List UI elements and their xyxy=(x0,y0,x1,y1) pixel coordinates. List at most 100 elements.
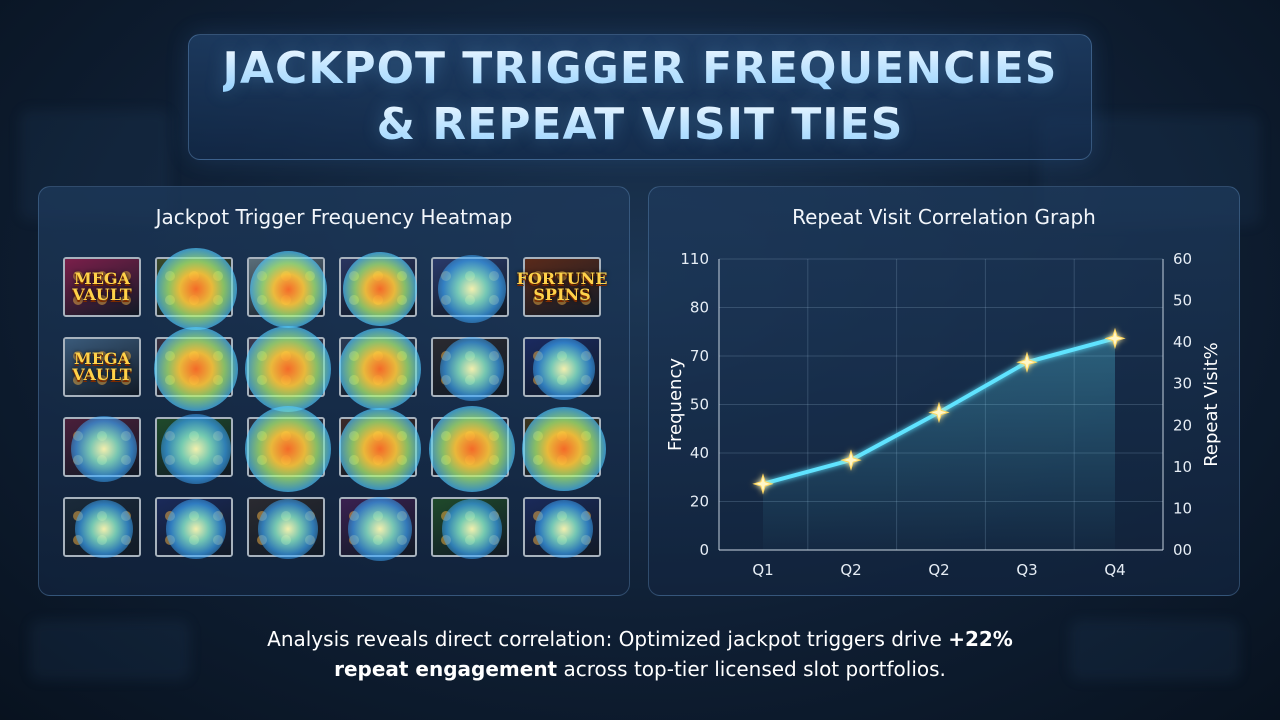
repeat-visit-line-chart: 0 20 40 50 70 80 110 00 10 10 20 30 40 50 60 Q1 Q2 Q2 Q3 Q4… xyxy=(665,250,1222,579)
reel-symbol-icon xyxy=(121,271,131,281)
slot-tile-art xyxy=(525,419,599,475)
reel-symbol-icon xyxy=(465,375,475,385)
reel-symbol-icon xyxy=(441,511,451,521)
slot-tile xyxy=(63,416,141,482)
slot-tile-art xyxy=(433,259,507,315)
reel-symbol-icon xyxy=(397,351,407,361)
reel-symbol-icon xyxy=(305,295,315,305)
y2-tick-label: 40 xyxy=(1173,333,1192,351)
reel-symbol-icon xyxy=(165,295,175,305)
reel-symbol-icon xyxy=(189,431,199,441)
reel-symbol-icon xyxy=(305,455,315,465)
reel-symbol-icon xyxy=(305,351,315,361)
reel-symbol-icon xyxy=(257,431,267,441)
slot-tile xyxy=(523,337,601,400)
y-tick-label: 80 xyxy=(690,299,709,317)
reel-symbol-icon xyxy=(165,375,175,385)
reel-symbol-icon xyxy=(533,351,543,361)
slot-tile-art xyxy=(341,419,415,475)
slot-tile-art xyxy=(157,339,231,395)
slot-tile-art xyxy=(249,419,323,475)
reel-symbol-icon xyxy=(121,351,131,361)
reel-symbol-icon xyxy=(121,455,131,465)
reel-symbol-icon xyxy=(97,271,107,281)
y-tick-label: 20 xyxy=(690,493,709,511)
reel-symbol-icon xyxy=(465,351,475,361)
slot-tile xyxy=(431,337,509,401)
reel-symbol-icon xyxy=(489,511,499,521)
slot-logo-text: MEGA VAULT xyxy=(72,349,132,384)
reel-symbol-icon xyxy=(397,455,407,465)
reel-symbol-icon xyxy=(213,535,223,545)
slot-tile xyxy=(523,497,601,558)
reel-symbol-icon xyxy=(581,351,591,361)
slot-tile-art xyxy=(525,259,599,315)
heatmap-grid: MEGA VAULT FORTUNE SPINS MEGA VAULT xyxy=(63,248,608,577)
reel-symbol-icon xyxy=(305,535,315,545)
reel-symbol-icon xyxy=(397,535,407,545)
reel-symbol-icon xyxy=(73,455,83,465)
slot-tile xyxy=(339,328,421,410)
reel-symbol-icon xyxy=(533,271,543,281)
reel-symbol-icon xyxy=(97,431,107,441)
reel-symbol-icon xyxy=(305,375,315,385)
heatmap-panel-title: Jackpot Trigger Frequency Heatmap xyxy=(155,205,513,229)
reel-symbol-icon xyxy=(257,535,267,545)
slot-tile-art xyxy=(341,499,415,555)
reel-symbol-icon xyxy=(349,431,359,441)
slot-tile xyxy=(431,254,509,324)
reel-symbol-icon xyxy=(397,295,407,305)
data-point-star xyxy=(752,473,774,495)
slot-tile-art xyxy=(525,499,599,555)
reel-symbol-icon xyxy=(213,271,223,281)
reel-symbol-icon xyxy=(373,431,383,441)
slot-tile-art xyxy=(65,419,139,475)
reel-symbol-icon xyxy=(165,271,175,281)
reel-symbol-icon xyxy=(165,431,175,441)
reel-symbol-icon xyxy=(557,431,567,441)
reel-symbol-icon xyxy=(557,511,567,521)
reel-symbol-icon xyxy=(533,511,543,521)
reel-symbol-icon xyxy=(465,455,475,465)
reel-symbol-icon xyxy=(165,535,175,545)
reel-symbol-icon xyxy=(581,295,591,305)
reel-symbol-icon xyxy=(349,295,359,305)
reel-symbol-icon xyxy=(557,455,567,465)
reel-symbol-icon xyxy=(213,351,223,361)
reel-symbol-icon xyxy=(349,511,359,521)
y2-tick-label: 30 xyxy=(1173,375,1192,393)
reel-symbol-icon xyxy=(189,511,199,521)
slot-tile-art xyxy=(157,419,231,475)
slot-tile xyxy=(429,406,515,492)
reel-symbol-icon xyxy=(97,375,107,385)
reel-symbol-icon xyxy=(281,351,291,361)
slot-tile: MEGA VAULT xyxy=(63,337,141,397)
reel-symbol-icon xyxy=(557,271,567,281)
data-point-star xyxy=(1104,327,1126,350)
data-point-star xyxy=(1016,351,1038,373)
reel-symbol-icon xyxy=(213,295,223,305)
reel-symbol-icon xyxy=(373,375,383,385)
chart-panel: Repeat Visit Correlation Graph 0 20 40 50 70… xyxy=(648,186,1240,596)
reel-symbol-icon xyxy=(281,535,291,545)
reel-symbol-icon xyxy=(441,351,451,361)
slot-tile xyxy=(522,407,606,491)
x-tick-label: Q3 xyxy=(1016,561,1037,579)
reel-symbol-icon xyxy=(189,351,199,361)
y2-tick-label: 20 xyxy=(1173,416,1192,434)
y-tick-label: 50 xyxy=(690,396,709,414)
slot-tile xyxy=(339,251,418,327)
reel-symbol-icon xyxy=(489,295,499,305)
reel-symbol-icon xyxy=(213,375,223,385)
reel-symbol-icon xyxy=(441,431,451,441)
slot-tile: FORTUNE SPINS xyxy=(517,257,608,317)
reel-symbol-icon xyxy=(533,295,543,305)
reel-symbol-icon xyxy=(441,271,451,281)
series-area xyxy=(763,338,1115,550)
x-tick-label: Q4 xyxy=(1104,561,1125,579)
reel-symbol-icon xyxy=(533,375,543,385)
y-tick-label: 0 xyxy=(699,541,709,559)
reel-symbol-icon xyxy=(305,511,315,521)
y2-tick-label: 50 xyxy=(1173,292,1192,310)
reel-symbol-icon xyxy=(373,511,383,521)
